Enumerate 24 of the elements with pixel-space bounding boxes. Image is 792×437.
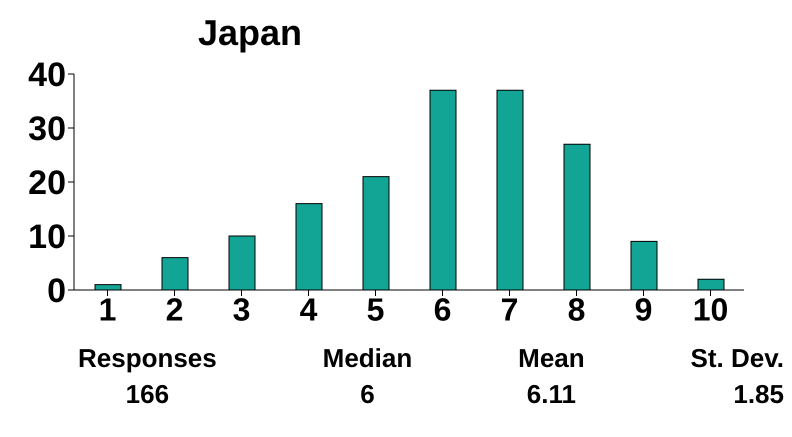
- y-tick-label: 40: [28, 56, 66, 94]
- x-tick-label: 7: [500, 292, 518, 328]
- y-tick-label: 10: [28, 218, 66, 256]
- text: Median: [322, 342, 412, 375]
- x-tick-label: 10: [692, 292, 728, 328]
- x-tick-label: 3: [232, 292, 250, 328]
- y-tick-label: 30: [28, 110, 66, 148]
- x-tick-label: 6: [434, 292, 452, 328]
- text: Responses: [78, 342, 217, 375]
- x-tick-label: 8: [568, 292, 586, 328]
- text: St. Dev.: [690, 342, 784, 375]
- y-tick-label: 20: [28, 164, 66, 202]
- text: 166: [124, 378, 170, 411]
- x-tick-label: 5: [366, 292, 384, 328]
- x-tick-label: 4: [300, 292, 318, 328]
- x-tick-label: 9: [634, 292, 652, 328]
- x-tick-label: 1: [98, 292, 116, 328]
- text: Mean: [518, 342, 585, 375]
- text: 6.11: [526, 378, 577, 411]
- y-tick-label: 0: [47, 272, 66, 310]
- chart-title: Japan: [198, 11, 304, 55]
- x-tick-label: 2: [166, 292, 184, 328]
- text: 6: [359, 378, 376, 411]
- text: 1.85: [732, 378, 784, 411]
